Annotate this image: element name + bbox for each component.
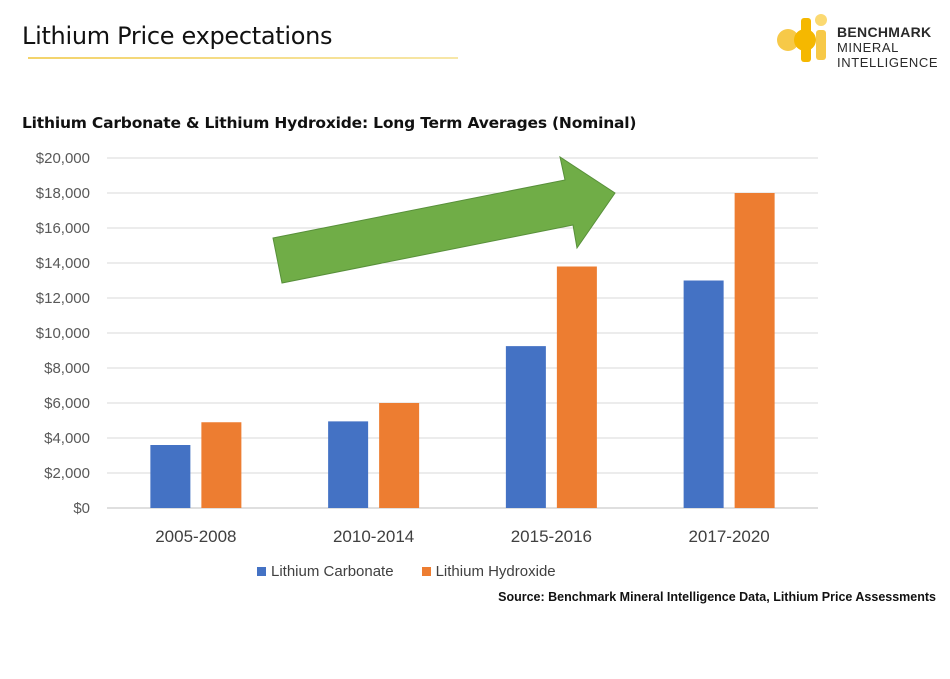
bar-lithium-hydroxide [734,193,775,508]
chart-legend: Lithium Carbonate Lithium Hydroxide [257,563,584,580]
bar-lithium-hydroxide [556,266,597,508]
y-tick-label: $16,000 [36,220,90,237]
bar-lithium-hydroxide [379,403,420,508]
legend-item-hydroxide: Lithium Hydroxide [421,563,556,580]
y-tick-label: $12,000 [36,290,90,307]
benchmark-logo-mark-icon [777,14,827,62]
bar-lithium-carbonate [505,346,546,508]
y-tick-label: $6,000 [44,395,90,412]
legend-label-hydroxide: Lithium Hydroxide [435,563,556,580]
logo-text-line3: INTELLIGENCE [837,55,939,70]
logo-text-line2: MINERAL [837,40,899,55]
bars-layer [150,193,775,508]
bar-lithium-hydroxide [201,422,242,508]
trend-arrow-icon [272,155,616,284]
y-tick-label: $18,000 [36,185,90,202]
source-note: Source: Benchmark Mineral Intelligence D… [498,590,936,604]
chart-title: Lithium Carbonate & Lithium Hydroxide: L… [22,114,637,132]
title-underline [28,57,458,59]
x-axis-labels: 2005-2008 2010-2014 2015-2016 2017-2020 [155,527,770,546]
page-title: Lithium Price expectations [22,22,333,50]
x-category-label: 2010-2014 [333,527,414,546]
y-tick-label: $10,000 [36,325,90,342]
x-category-label: 2017-2020 [688,527,769,546]
y-tick-label: $4,000 [44,430,90,447]
bar-lithium-carbonate [150,445,191,508]
y-tick-label: $8,000 [44,360,90,377]
y-tick-label: $2,000 [44,465,90,482]
bar-lithium-carbonate [328,421,369,508]
legend-label-carbonate: Lithium Carbonate [271,563,394,580]
benchmark-logo: BENCHMARK MINERAL INTELLIGENCE [775,12,945,82]
x-category-label: 2015-2016 [511,527,592,546]
legend-item-carbonate: Lithium Carbonate [257,563,394,580]
y-tick-label: $14,000 [36,255,90,272]
logo-text-line1: BENCHMARK [837,24,932,40]
legend-swatch-hydroxide [421,567,431,576]
legend-swatch-carbonate [257,567,266,576]
x-category-label: 2005-2008 [155,527,236,546]
y-tick-label: $0 [73,500,90,517]
y-axis-ticks: $0 $2,000 $4,000 $6,000 $8,000 $10,000 $12,000… [36,150,90,517]
bar-lithium-carbonate [683,280,724,508]
y-tick-label: $20,000 [36,150,90,167]
